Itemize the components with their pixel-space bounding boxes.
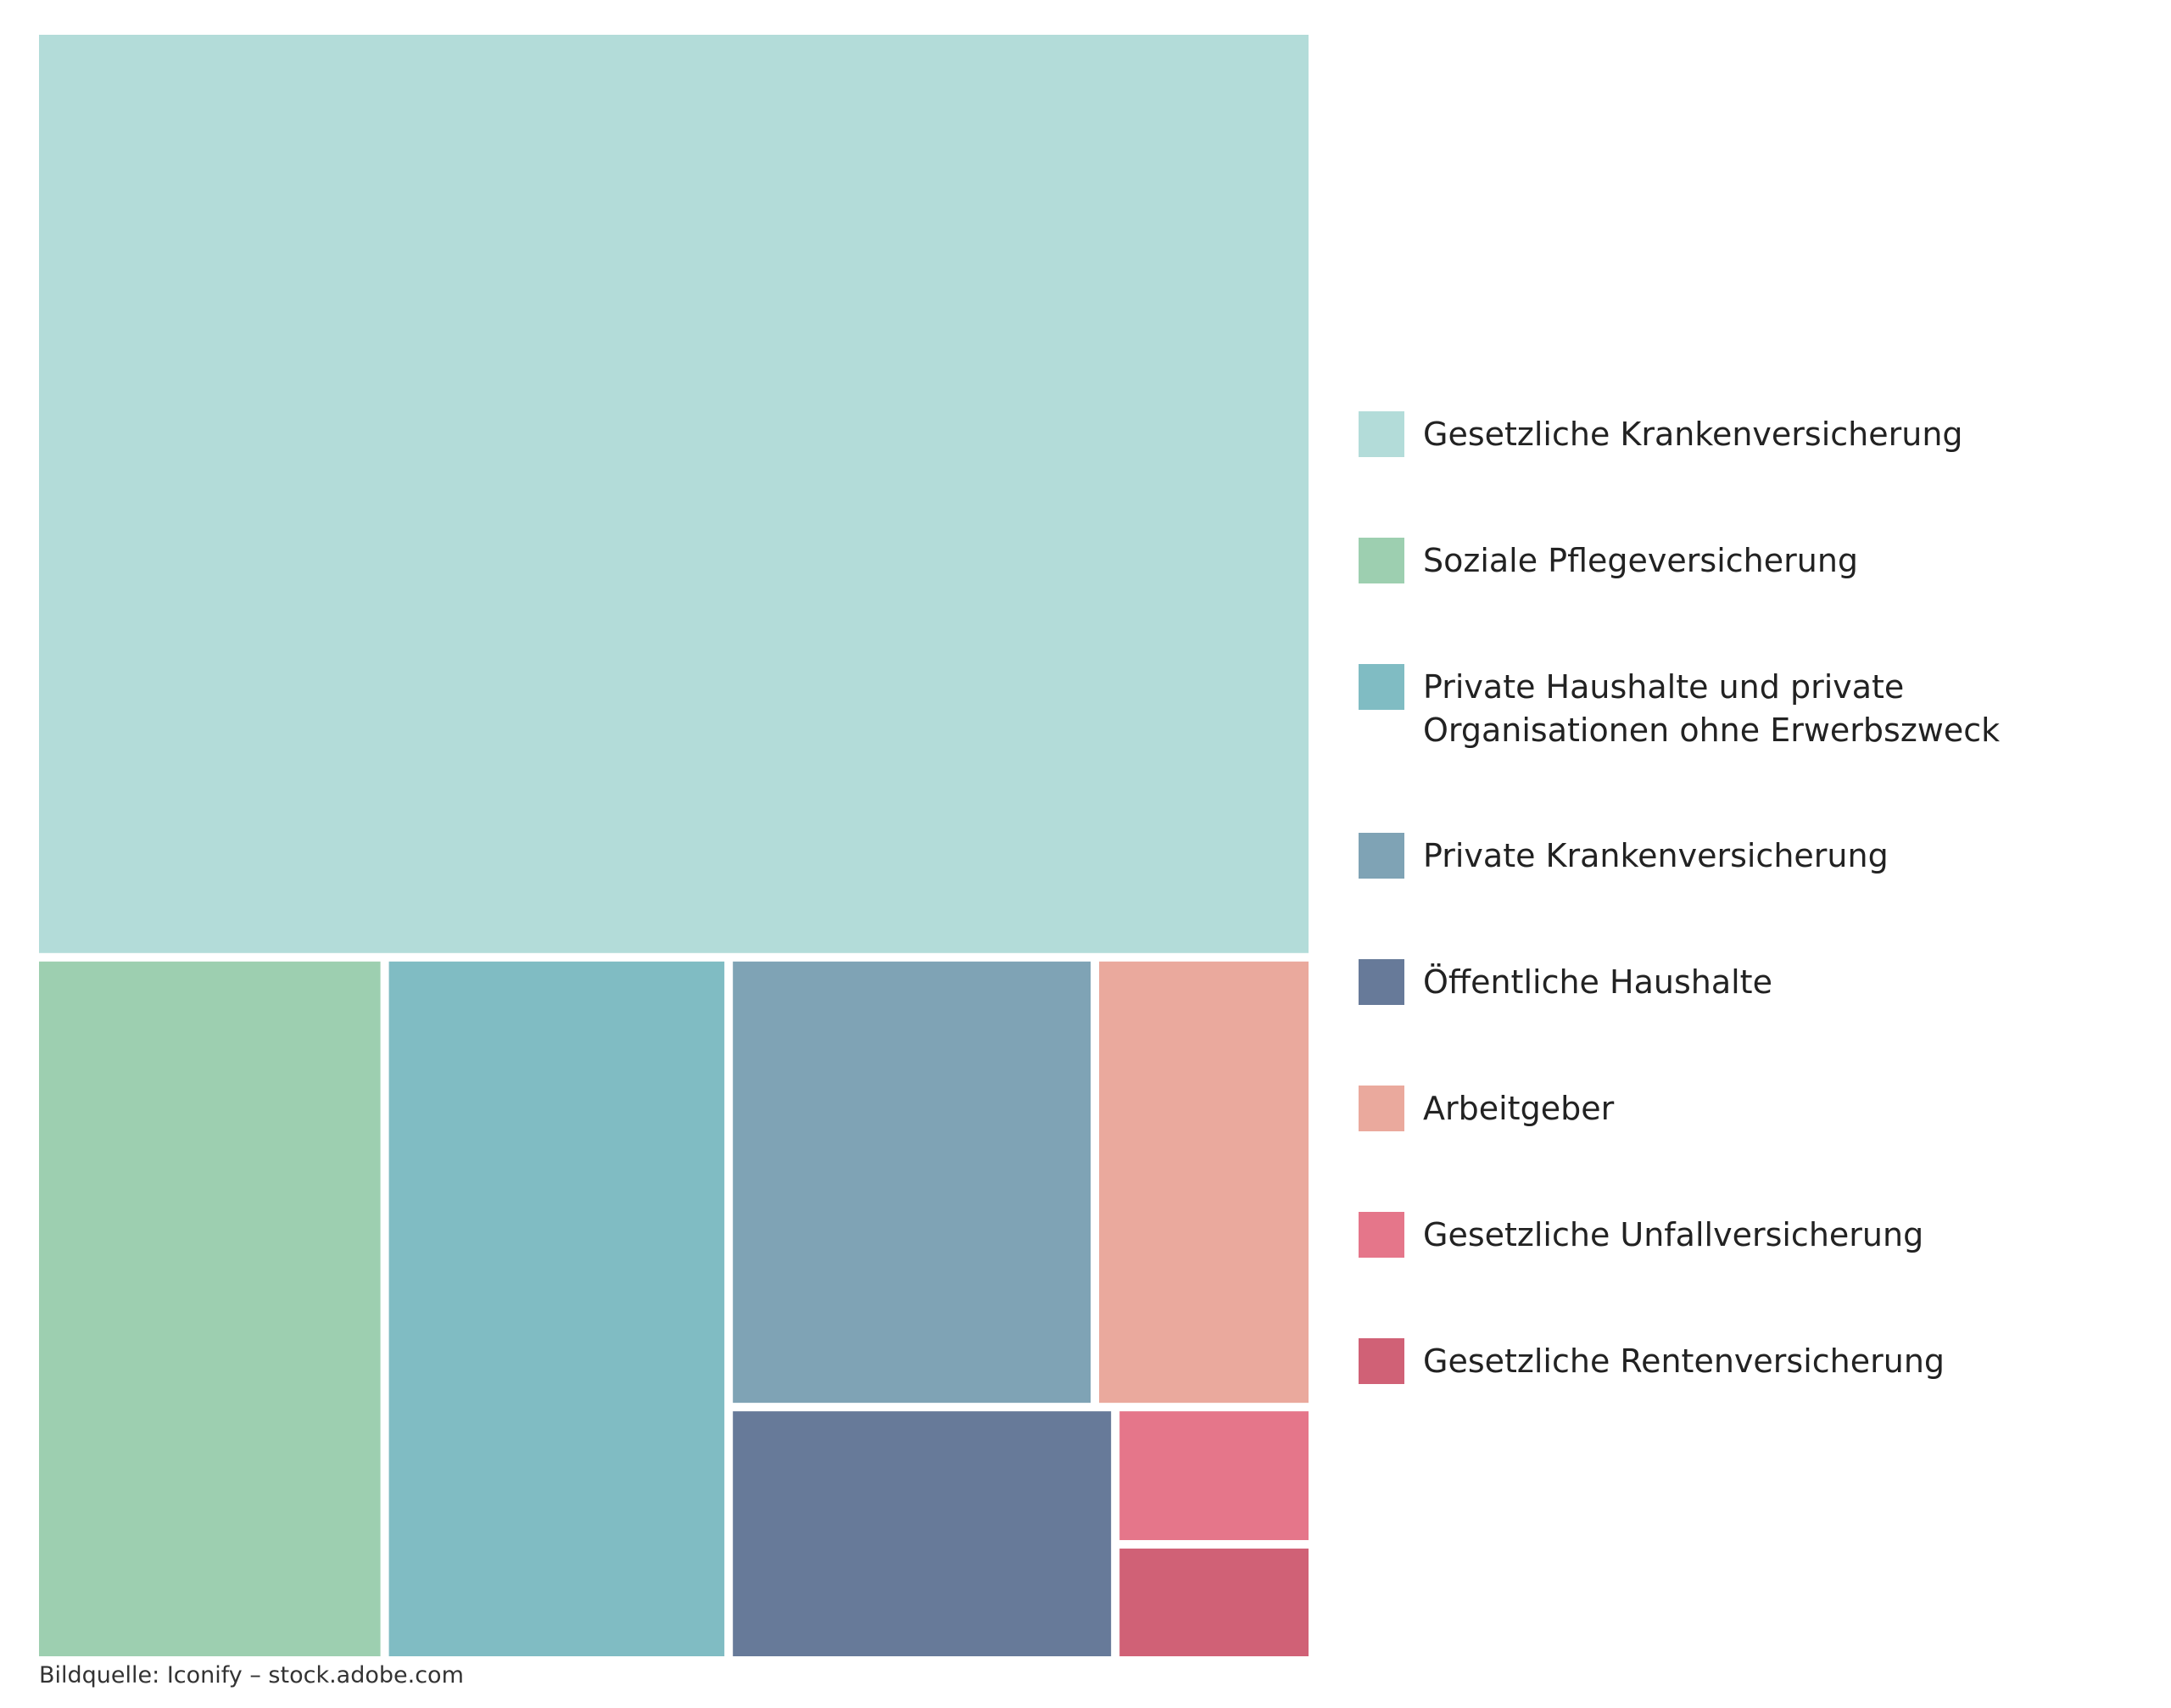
- treemap-tile: [733, 961, 1091, 1404]
- legend-item: Gesetzliche Krankenversicherung: [1359, 411, 2152, 457]
- legend-label: Gesetzliche Krankenversicherung: [1423, 416, 1963, 453]
- legend-swatch: [1359, 833, 1404, 879]
- legend: Gesetzliche Krankenversicherung Soziale P…: [1359, 411, 2152, 1384]
- legend-item: Gesetzliche Unfallversicherung: [1359, 1212, 2152, 1258]
- legend-swatch: [1359, 1338, 1404, 1384]
- legend-item: Private Krankenversicherung: [1359, 833, 2152, 879]
- treemap-tile: [39, 35, 1309, 953]
- legend-swatch: [1359, 1212, 1404, 1258]
- legend-swatch: [1359, 538, 1404, 583]
- legend-swatch: [1359, 959, 1404, 1005]
- legend-item: Arbeitgeber: [1359, 1086, 2152, 1131]
- source-note: Bildquelle: Iconify – stock.adobe.com: [39, 1662, 464, 1688]
- legend-label: Arbeitgeber: [1423, 1090, 1615, 1127]
- legend-item: Gesetzliche Rentenversicherung: [1359, 1338, 2152, 1384]
- legend-label: Soziale Pflegeversicherung: [1423, 542, 1859, 579]
- legend-swatch: [1359, 664, 1404, 710]
- treemap-tile: [1119, 1549, 1309, 1656]
- treemap-tile: [1099, 961, 1309, 1404]
- treemap: [39, 35, 1309, 1656]
- legend-label: Öffentliche Haushalte: [1423, 963, 1772, 1001]
- treemap-tile: [39, 961, 381, 1656]
- treemap-tile: [388, 961, 725, 1656]
- legend-label: Gesetzliche Rentenversicherung: [1423, 1342, 1945, 1380]
- legend-label: Private Krankenversicherung: [1423, 837, 1889, 874]
- treemap-tile: [1119, 1411, 1309, 1541]
- legend-item: Soziale Pflegeversicherung: [1359, 538, 2152, 583]
- legend-item: Öffentliche Haushalte: [1359, 959, 2152, 1005]
- legend-swatch: [1359, 1086, 1404, 1131]
- legend-item: Private Haushalte und private Organisati…: [1359, 664, 2152, 752]
- legend-swatch: [1359, 411, 1404, 457]
- legend-label: Private Haushalte und private Organisati…: [1423, 668, 2001, 749]
- treemap-tile: [733, 1411, 1112, 1656]
- legend-label: Gesetzliche Unfallversicherung: [1423, 1216, 1924, 1253]
